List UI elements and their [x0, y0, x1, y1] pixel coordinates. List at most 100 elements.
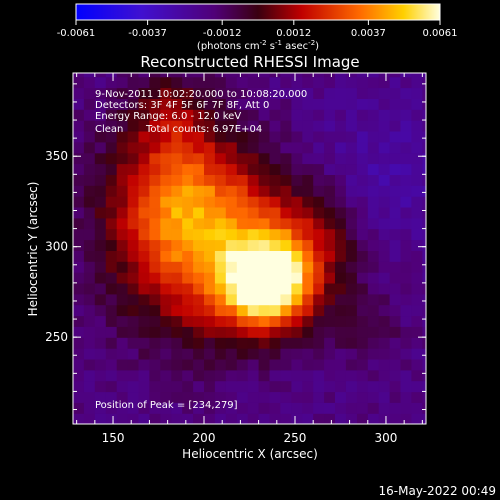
heatmap-cell — [324, 120, 336, 132]
heatmap-cell — [105, 206, 118, 219]
heatmap-cell — [280, 391, 292, 403]
heatmap-cell — [149, 217, 161, 230]
heatmap-cell — [236, 337, 249, 349]
heatmap-cell — [291, 250, 303, 262]
heatmap-cell — [116, 304, 129, 317]
heatmap-cell — [258, 73, 271, 78]
heatmap-cell — [127, 304, 140, 317]
heatmap-cell — [422, 282, 426, 295]
heatmap-cell — [247, 304, 260, 317]
heatmap-cell — [335, 130, 347, 143]
heatmap-cell — [127, 87, 140, 99]
heatmap-cell — [83, 196, 96, 208]
heatmap-cell — [313, 326, 325, 338]
heatmap-cell — [214, 391, 227, 403]
heatmap-cell — [225, 120, 238, 132]
heatmap-cell — [94, 174, 107, 186]
heatmap-cell — [367, 228, 380, 241]
heatmap-cell — [73, 358, 85, 371]
heatmap-cell — [127, 369, 140, 382]
heatmap-cell — [73, 348, 85, 360]
heatmap-cell — [236, 293, 249, 306]
heatmap-cell — [345, 76, 358, 89]
heatmap-cell — [335, 109, 347, 121]
heatmap-cell — [291, 239, 303, 251]
heatmap-cell — [345, 228, 358, 241]
heatmap-cell — [116, 76, 129, 89]
heatmap-cell — [389, 380, 402, 393]
heatmap-cell — [258, 87, 271, 99]
heatmap-cell — [127, 380, 140, 393]
heatmap-cell — [345, 413, 358, 424]
heatmap-cell — [411, 315, 423, 327]
heatmap-cell — [83, 250, 96, 262]
heatmap-cell — [269, 380, 281, 393]
heatmap-cell — [280, 109, 292, 121]
heatmap-cell — [116, 315, 129, 327]
heatmap-cell — [302, 163, 314, 175]
heatmap-cell — [389, 73, 402, 78]
heatmap-cell — [269, 348, 281, 360]
heatmap-cell — [291, 217, 303, 230]
heatmap-cell — [389, 304, 402, 317]
heatmap-cell — [83, 304, 96, 317]
heatmap-cell — [367, 120, 380, 132]
heatmap-cell — [160, 369, 172, 382]
heatmap-cell — [367, 239, 380, 251]
heatmap-cell — [160, 98, 172, 110]
heatmap-cell — [335, 174, 347, 186]
heatmap-cell — [171, 304, 183, 317]
heatmap-cell — [291, 196, 303, 208]
heatmap-cell — [302, 304, 314, 317]
heatmap-cell — [324, 304, 336, 317]
heatmap-cell — [291, 337, 303, 349]
heatmap-cell — [280, 369, 292, 382]
heatmap-cell — [345, 315, 358, 327]
heatmap-cell — [138, 326, 150, 338]
heatmap-cell — [258, 402, 271, 414]
heatmap-cell — [94, 98, 107, 110]
heatmap-cell — [378, 304, 391, 317]
heatmap-cell — [400, 239, 412, 251]
heatmap-cell — [367, 293, 380, 306]
heatmap-cell — [236, 402, 249, 414]
heatmap-cell — [345, 196, 358, 208]
heatmap-cell — [138, 109, 150, 121]
heatmap-cell — [356, 163, 369, 175]
heatmap-cell — [345, 87, 358, 99]
heatmap-cell — [127, 217, 140, 230]
heatmap-cell — [204, 228, 216, 241]
heatmap-cell — [105, 196, 118, 208]
heatmap-cell — [225, 98, 238, 110]
heatmap-cell — [291, 315, 303, 327]
heatmap-cell — [149, 87, 161, 99]
heatmap-cell — [324, 174, 336, 186]
heatmap-cell — [214, 250, 227, 262]
heatmap-cell — [225, 315, 238, 327]
heatmap-cell — [214, 228, 227, 241]
heatmap-cell — [313, 315, 325, 327]
heatmap-cell — [367, 304, 380, 317]
heatmap-cell — [269, 120, 281, 132]
heatmap-cell — [73, 391, 85, 403]
heatmap-cell — [73, 326, 85, 338]
heatmap-cell — [345, 261, 358, 273]
heatmap-cell — [258, 261, 271, 273]
heatmap-cell — [94, 391, 107, 403]
heatmap-cell — [138, 272, 150, 284]
heatmap-cell — [356, 261, 369, 273]
heatmap-cell — [73, 185, 85, 197]
heatmap-cell — [422, 369, 426, 382]
heatmap-cell — [324, 206, 336, 219]
heatmap-cell — [389, 402, 402, 414]
heatmap-cell — [225, 185, 238, 197]
heatmap-cell — [73, 402, 85, 414]
heatmap-cell — [367, 402, 380, 414]
heatmap-cell — [149, 326, 161, 338]
heatmap-cell — [378, 326, 391, 338]
heatmap-cell — [160, 73, 172, 78]
heatmap-cell — [160, 282, 172, 295]
x-tick-label: 300 — [375, 431, 398, 445]
heatmap-cell — [116, 293, 129, 306]
